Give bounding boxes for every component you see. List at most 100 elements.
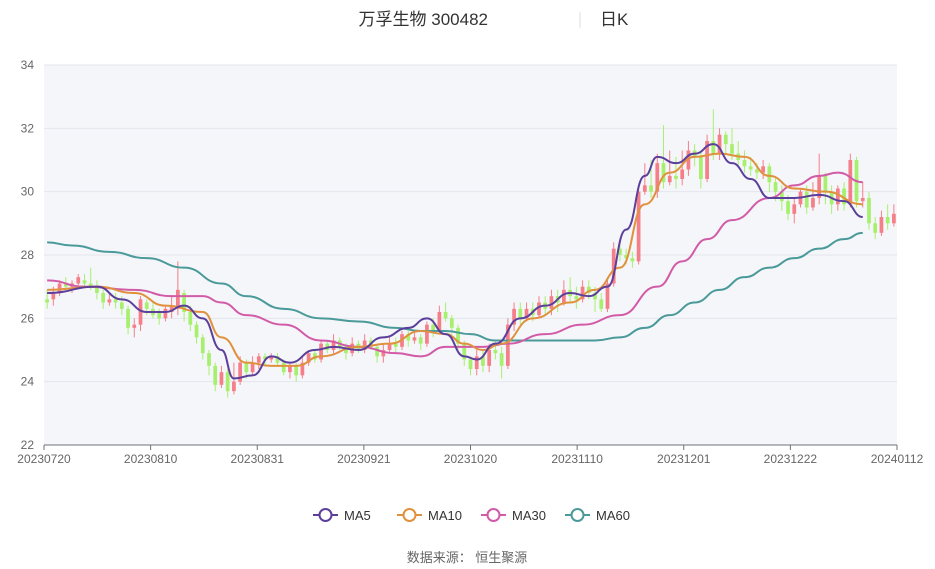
legend-label: MA5	[344, 508, 371, 523]
candle-body	[518, 308, 523, 319]
candle-body	[680, 169, 685, 179]
candle	[842, 182, 846, 211]
legend-marker	[402, 508, 417, 522]
candle	[767, 163, 772, 192]
candle-body	[717, 134, 722, 154]
candle-body	[119, 302, 124, 309]
candle-body	[599, 299, 604, 309]
candle	[879, 210, 884, 236]
candle	[256, 353, 261, 369]
candle-body	[462, 343, 467, 360]
candle-body	[848, 160, 853, 205]
moving-average-lines	[47, 143, 863, 380]
legend-item-ma60[interactable]: MA60	[565, 508, 630, 523]
candle-body	[755, 169, 759, 173]
candle-body	[611, 248, 616, 284]
candle-body	[350, 343, 355, 354]
candle-body	[636, 191, 641, 262]
candle	[331, 334, 336, 354]
candle-body	[493, 350, 498, 354]
legend-item-ma10[interactable]: MA10	[397, 508, 462, 523]
y-tick-label: 24	[21, 375, 35, 389]
candle	[418, 334, 423, 350]
candle	[848, 153, 853, 208]
candle-body	[101, 293, 106, 303]
candle-body	[537, 302, 541, 316]
candle	[406, 331, 411, 347]
candle	[524, 302, 529, 322]
legend[interactable]: MA5 MA10 MA30 MA60	[313, 508, 630, 523]
candle	[885, 204, 890, 230]
candle-body	[823, 175, 828, 192]
candle	[574, 286, 579, 309]
candle-body	[773, 182, 778, 192]
candle-body	[779, 191, 784, 202]
candle-body	[144, 302, 149, 309]
candle-body	[244, 362, 249, 373]
x-tick-label: 20231110	[551, 452, 603, 466]
candle-body	[406, 334, 411, 341]
candle	[443, 302, 448, 322]
candle	[630, 251, 635, 268]
legend-item-ma5[interactable]: MA5	[313, 508, 371, 523]
candle	[605, 277, 610, 312]
candle	[387, 337, 392, 354]
y-tick-label: 22	[21, 438, 35, 452]
candle-body	[748, 166, 753, 170]
candle-body	[761, 166, 766, 173]
candle	[474, 350, 479, 376]
candle	[873, 217, 878, 240]
legend-label: MA10	[428, 508, 462, 523]
candle-body	[232, 381, 236, 392]
candle-body	[804, 191, 809, 208]
x-tick-label: 20240112	[871, 452, 924, 466]
candle	[250, 356, 255, 376]
candle-body	[437, 312, 442, 331]
candle-body	[655, 163, 660, 192]
candle	[711, 109, 716, 160]
candle-body	[873, 223, 878, 233]
candle-body	[811, 198, 815, 208]
y-axis: 22 24 26 28 30 32 34	[21, 58, 35, 452]
candle	[636, 188, 641, 265]
candle	[786, 194, 790, 221]
candle-body	[362, 340, 367, 350]
candle	[742, 150, 747, 173]
candle	[860, 182, 865, 208]
legend-item-ma30[interactable]: MA30	[481, 508, 546, 523]
candle	[481, 350, 485, 373]
legend-marker	[318, 508, 333, 522]
candle-body	[860, 198, 865, 202]
candle-body	[331, 340, 336, 350]
candle-body	[524, 308, 529, 319]
candle-body	[505, 324, 510, 366]
candle	[132, 318, 137, 338]
candle	[393, 337, 398, 354]
candle-body	[431, 324, 436, 331]
series-line-ma5	[47, 143, 863, 380]
candle-body	[132, 324, 137, 328]
candle	[680, 150, 685, 186]
candle	[468, 356, 473, 376]
candle	[717, 128, 722, 160]
candle	[518, 302, 523, 325]
candle-body	[624, 255, 629, 259]
candle-body	[867, 198, 871, 224]
candle	[362, 334, 367, 354]
candle	[312, 350, 317, 363]
candle-body	[288, 365, 292, 373]
legend-label: MA60	[596, 508, 630, 523]
x-axis: 20230720 20230810 20230831 20230921 20231020…	[17, 444, 924, 466]
candle	[667, 150, 672, 186]
candle-body	[481, 356, 485, 366]
candle-body	[699, 156, 703, 179]
candle-body	[175, 289, 180, 309]
candle-body	[95, 286, 99, 293]
candle-body	[842, 188, 846, 205]
candle	[101, 289, 106, 309]
candle	[723, 131, 728, 154]
candle-body	[667, 175, 672, 183]
candle	[138, 296, 143, 331]
candle-body	[63, 283, 68, 287]
chart-subtitle: 日K	[600, 10, 629, 29]
